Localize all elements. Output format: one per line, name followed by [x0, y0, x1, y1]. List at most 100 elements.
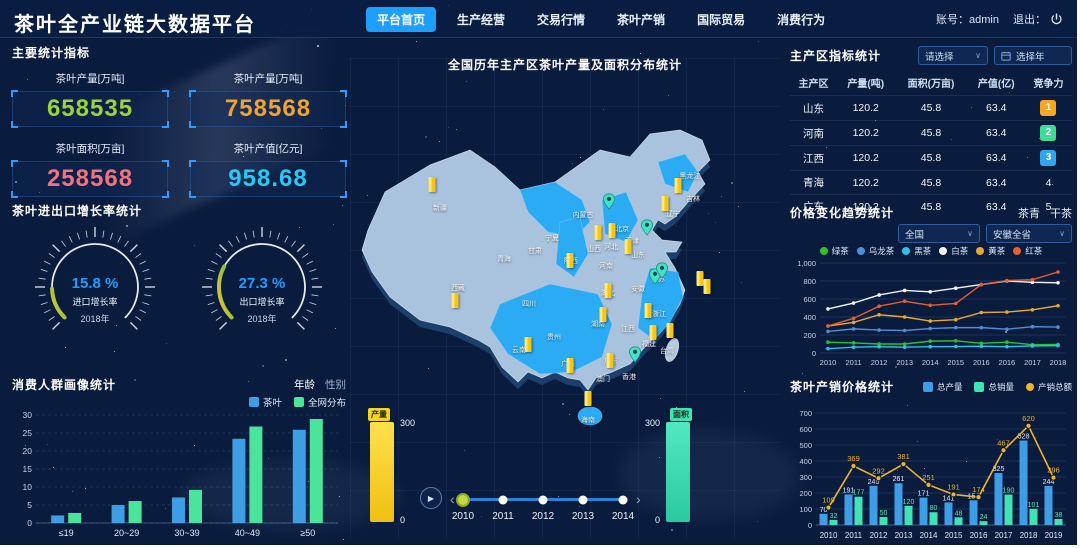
highlighted-provinces[interactable]: [489, 153, 699, 426]
production-bar-marker[interactable]: [584, 391, 592, 406]
consumer-tab-年龄[interactable]: 年龄: [294, 379, 315, 391]
price-province-select[interactable]: 安徽全省 ∨: [986, 224, 1072, 243]
legend-swatch: [248, 397, 259, 407]
production-bar-marker[interactable]: [674, 178, 682, 193]
table-cell: 广东: [790, 194, 837, 218]
legend-黄茶[interactable]: 黄茶: [976, 245, 1005, 257]
toggle-茶青[interactable]: 茶青: [1018, 207, 1040, 220]
production-bar-marker[interactable]: [608, 223, 616, 238]
svg-text:300: 300: [799, 473, 812, 482]
legend-乌龙茶[interactable]: 乌龙茶: [856, 245, 894, 257]
svg-text:2011: 2011: [845, 358, 861, 367]
legend-红茶[interactable]: 红茶: [1013, 245, 1042, 257]
table-cell: 45.8: [894, 194, 968, 218]
production-bar-marker[interactable]: [566, 253, 574, 268]
china-map[interactable]: 新疆西藏青海甘肃宁夏内蒙古黑龙江吉林辽宁北京天津河北山西山东河南陕西四川贵州云南…: [350, 72, 780, 542]
legend-绿茶[interactable]: 绿茶: [819, 245, 849, 257]
timeline-dot-2012[interactable]: [538, 495, 548, 505]
nav-item-平台首页[interactable]: 平台首页: [366, 7, 437, 32]
production-bar-marker[interactable]: [524, 337, 532, 352]
logout-button[interactable]: 退出：: [1013, 11, 1063, 27]
timeline-dot-2014[interactable]: [618, 495, 628, 505]
table-cell: 江西: [790, 145, 837, 171]
nav-item-茶叶产销[interactable]: 茶叶产销: [617, 13, 666, 27]
province-label-天津: 天津: [625, 238, 639, 245]
svg-text:190: 190: [1003, 488, 1015, 495]
svg-text:2016: 2016: [999, 358, 1016, 367]
production-bar-marker[interactable]: [606, 353, 614, 368]
location-pin-icon[interactable]: [602, 193, 616, 215]
production-bar-marker[interactable]: [604, 283, 612, 298]
region-select[interactable]: 请选择 ∨: [918, 46, 988, 65]
map-legend-output: 产量 300 0: [368, 408, 415, 525]
table-row[interactable]: 青海 120.2 45.8 63.4 4: [790, 170, 1072, 195]
top-header: 茶叶全产业链大数据平台 平台首页 生产经营 交易行情 茶叶产销 国际贸易 消费行为 账号：…: [0, 0, 1077, 38]
production-bar-marker[interactable]: [599, 307, 607, 322]
timeline-next-icon[interactable]: ›: [636, 491, 641, 507]
production-bar-marker[interactable]: [428, 177, 436, 192]
production-bar-marker[interactable]: [696, 271, 704, 286]
stat-label: 茶叶产值[亿元]: [233, 143, 303, 155]
table-cell: 河南: [790, 120, 837, 146]
legend-茶叶[interactable]: 茶叶: [248, 395, 282, 409]
location-pin-icon[interactable]: [655, 262, 669, 284]
year-select[interactable]: 选择年: [994, 46, 1072, 65]
table-row[interactable]: 广东 120.2 45.8 63.4 5: [790, 194, 1072, 218]
main-nav: 平台首页 生产经营 交易行情 茶叶产销 国际贸易 消费行为: [366, 7, 836, 32]
svg-text:48: 48: [955, 510, 963, 517]
production-bar-marker[interactable]: [649, 325, 657, 340]
timeline-dot-2011[interactable]: [498, 495, 508, 505]
table-row[interactable]: 河南 120.2 45.8 63.4 2: [790, 120, 1072, 146]
legend-白茶[interactable]: 白茶: [939, 245, 968, 257]
timeline-prev-icon[interactable]: ‹: [450, 491, 455, 507]
svg-text:≤19: ≤19: [59, 528, 74, 538]
location-pin-icon[interactable]: [628, 346, 642, 368]
province-label-湖南: 湖南: [591, 321, 605, 328]
legend-总销量[interactable]: 总销量: [974, 381, 1014, 393]
production-bar-marker[interactable]: [566, 358, 574, 373]
production-bar-marker[interactable]: [661, 196, 669, 211]
nav-item-消费行为[interactable]: 消费行为: [777, 13, 826, 27]
nav-item-国际贸易[interactable]: 国际贸易: [697, 13, 746, 27]
svg-text:2011: 2011: [845, 531, 863, 540]
production-bar-marker[interactable]: [666, 323, 674, 338]
timeline-dot-2013[interactable]: [578, 495, 588, 505]
svg-text:800: 800: [803, 277, 816, 286]
province-label-吉林: 吉林: [686, 196, 700, 203]
production-bar-marker[interactable]: [451, 293, 459, 308]
toggle-干茶[interactable]: 干茶: [1050, 207, 1072, 220]
timeline-year-2014: 2014: [611, 511, 635, 522]
svg-text:出口增长率: 出口增长率: [239, 296, 284, 307]
svg-text:2016: 2016: [970, 531, 988, 540]
svg-text:2010: 2010: [820, 358, 837, 367]
rank-cell: 5: [1024, 194, 1072, 218]
legend-总产量[interactable]: 总产量: [922, 381, 962, 393]
province-label-四川: 四川: [522, 301, 536, 308]
timeline-dot-2010[interactable]: [456, 493, 470, 507]
location-pin-icon[interactable]: [640, 219, 654, 241]
area-legend-min: 0: [654, 515, 660, 525]
region-table: 主产区 产量(吨) 面积(万亩) 产值(亿) 竞争力 山东 120.2 45.8 63.4 1 河…: [790, 72, 1072, 218]
province-label-内蒙古: 内蒙古: [572, 212, 594, 219]
production-bar-marker[interactable]: [644, 303, 652, 318]
legend-产销总额[interactable]: 产销总额: [1025, 381, 1072, 393]
province-label-甘肃: 甘肃: [528, 248, 542, 255]
province-label-台湾: 台湾: [660, 348, 674, 355]
legend-swatch: [856, 247, 865, 255]
output-legend-tag: 产量: [368, 408, 390, 421]
table-row[interactable]: 江西 120.2 45.8 63.4 3: [790, 145, 1072, 171]
price-region-select[interactable]: 全国 ∨: [898, 224, 980, 243]
table-row[interactable]: 山东 120.2 45.8 63.4 1: [790, 95, 1072, 121]
output-legend-min: 0: [400, 515, 406, 525]
production-bar-marker[interactable]: [703, 279, 711, 294]
stat-item: 茶叶面积[万亩] 258568: [11, 141, 169, 198]
timeline-play-button[interactable]: ▶: [420, 487, 442, 509]
consumer-tab-性别[interactable]: 性别: [325, 379, 346, 391]
production-bar-marker[interactable]: [594, 225, 602, 240]
production-bar-marker[interactable]: [624, 239, 632, 254]
legend-全网分布[interactable]: 全网分布: [293, 395, 346, 409]
legend-黑茶[interactable]: 黑茶: [902, 245, 931, 257]
nav-item-交易行情[interactable]: 交易行情: [537, 13, 586, 27]
nav-item-生产经营[interactable]: 生产经营: [457, 13, 506, 27]
